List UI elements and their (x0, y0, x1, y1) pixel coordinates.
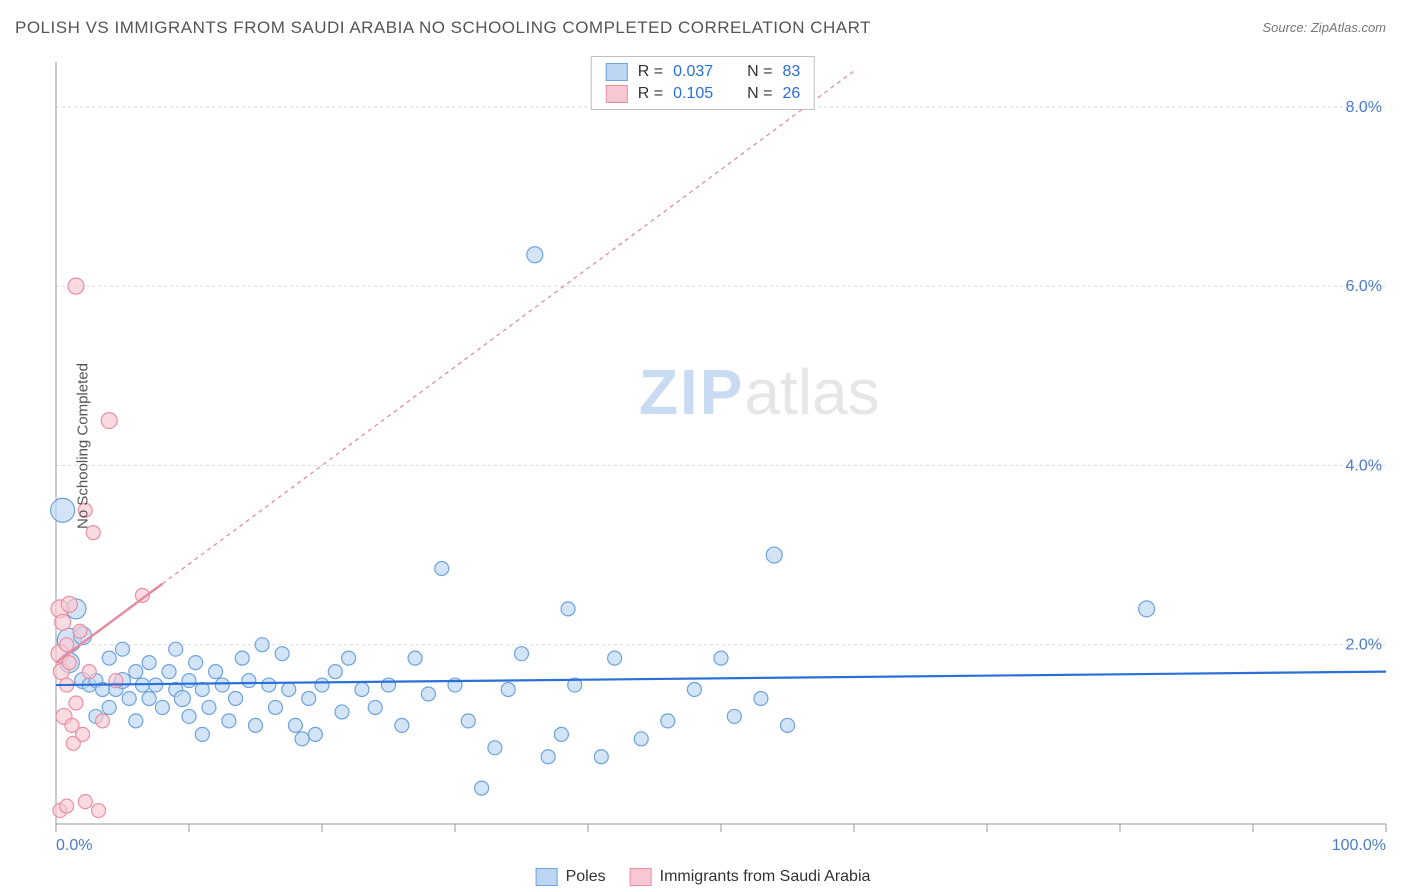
n-value: 83 (782, 63, 800, 81)
n-value: 26 (782, 85, 800, 103)
r-value: 0.037 (673, 63, 721, 81)
legend-label: Poles (566, 868, 606, 886)
stat-row: R = 0.037 N = 83 (592, 61, 814, 83)
chart-title: POLISH VS IMMIGRANTS FROM SAUDI ARABIA N… (15, 18, 871, 38)
source-attribution: Source: ZipAtlas.com (1262, 20, 1386, 35)
scatter-chart: 2.0% 4.0% 6.0% 8.0% 0.0% 100.0% (50, 54, 1394, 857)
legend-item: Poles (536, 868, 606, 886)
series-legend: Poles Immigrants from Saudi Arabia (536, 868, 871, 886)
r-value: 0.105 (673, 85, 721, 103)
chart-container: 2.0% 4.0% 6.0% 8.0% 0.0% 100.0% (50, 54, 1394, 857)
svg-text:100.0%: 100.0% (1332, 837, 1386, 854)
svg-text:6.0%: 6.0% (1346, 278, 1382, 295)
n-label: N = (747, 63, 772, 81)
svg-text:0.0%: 0.0% (56, 837, 92, 854)
legend-item: Immigrants from Saudi Arabia (630, 868, 871, 886)
series-swatch (606, 63, 628, 81)
legend-swatch (536, 868, 558, 886)
r-label: R = (638, 63, 663, 81)
legend-label: Immigrants from Saudi Arabia (660, 868, 871, 886)
n-label: N = (747, 85, 772, 103)
svg-text:2.0%: 2.0% (1346, 637, 1382, 654)
series-swatch (606, 85, 628, 103)
legend-swatch (630, 868, 652, 886)
correlation-stat-box: R = 0.037 N = 83 R = 0.105 N = 26 (591, 56, 815, 110)
r-label: R = (638, 85, 663, 103)
stat-row: R = 0.105 N = 26 (592, 83, 814, 105)
svg-text:8.0%: 8.0% (1346, 99, 1382, 116)
y-axis-label: No Schooling Completed (74, 363, 91, 529)
svg-text:4.0%: 4.0% (1346, 457, 1382, 474)
